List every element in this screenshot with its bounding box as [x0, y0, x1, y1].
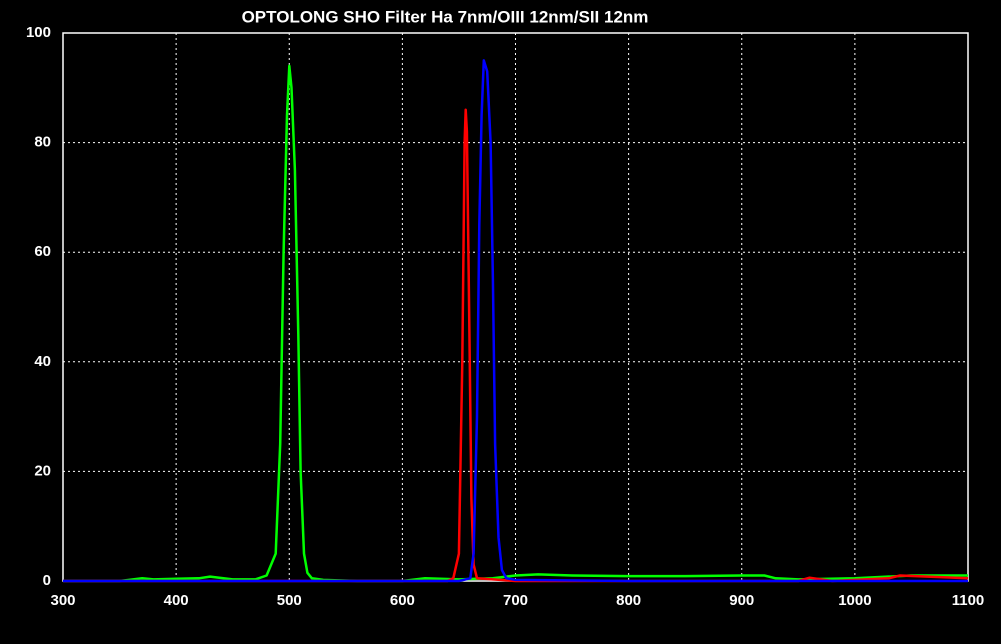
x-tick-label: 600: [390, 592, 415, 609]
series-line: [63, 64, 968, 583]
x-tick-label: 400: [164, 592, 189, 609]
x-tick-label: 300: [50, 592, 75, 609]
y-tick-label: 0: [43, 572, 51, 589]
series-line: [63, 59, 968, 583]
x-tick-label: 500: [277, 592, 302, 609]
x-tick-label: 1100: [952, 592, 985, 609]
y-tick-label: 80: [34, 134, 51, 151]
x-tick-label: 900: [729, 592, 754, 609]
y-tick-label: 100: [26, 24, 51, 41]
x-tick-label: 700: [503, 592, 528, 609]
x-tick-label: 800: [616, 592, 641, 609]
chart-title: OPTOLONG SHO Filter Ha 7nm/OIII 12nm/SII…: [242, 7, 649, 26]
y-tick-label: 40: [34, 353, 51, 370]
y-tick-label: 60: [34, 243, 51, 260]
series-line: [63, 108, 969, 583]
x-tick-label: 1000: [838, 592, 871, 609]
y-tick-label: 20: [34, 462, 51, 479]
